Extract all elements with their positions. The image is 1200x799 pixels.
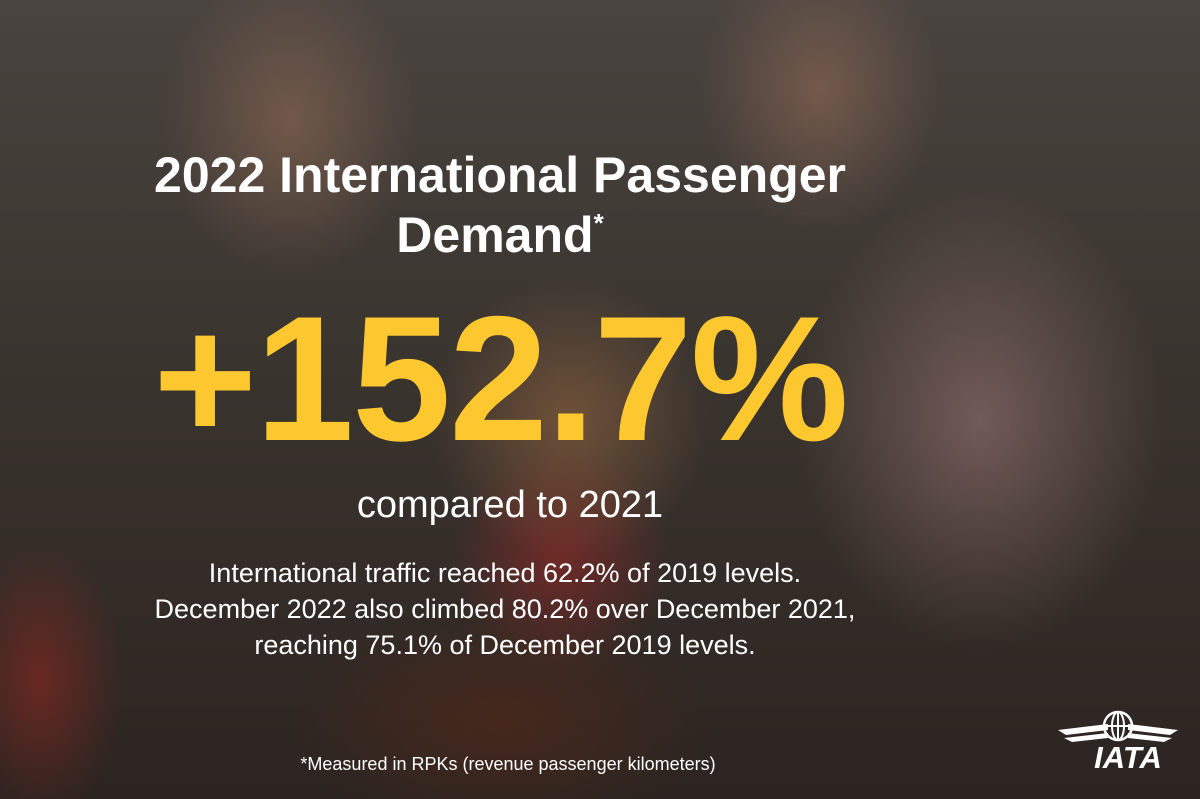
title-line: Demand* bbox=[0, 206, 1000, 264]
logo-text: IATA bbox=[1094, 740, 1162, 775]
body-text: International traffic reached 62.2% of 2… bbox=[208, 558, 802, 588]
title-line: 2022 International Passenger bbox=[154, 147, 846, 203]
figure-caption: compared to 2021 bbox=[356, 484, 664, 526]
footnote: *Measured in RPKs (revenue passenger kil… bbox=[300, 754, 716, 774]
body-text: December 2022 also climbed 80.2% over De… bbox=[154, 594, 856, 624]
title-mark: * bbox=[593, 208, 604, 238]
title-line: Demand bbox=[396, 207, 594, 263]
logo-emblem bbox=[1058, 710, 1178, 742]
body-text: reaching 75.1% of December 2019 levels. bbox=[254, 630, 756, 660]
headline-figure: +152.7% bbox=[153, 279, 849, 478]
